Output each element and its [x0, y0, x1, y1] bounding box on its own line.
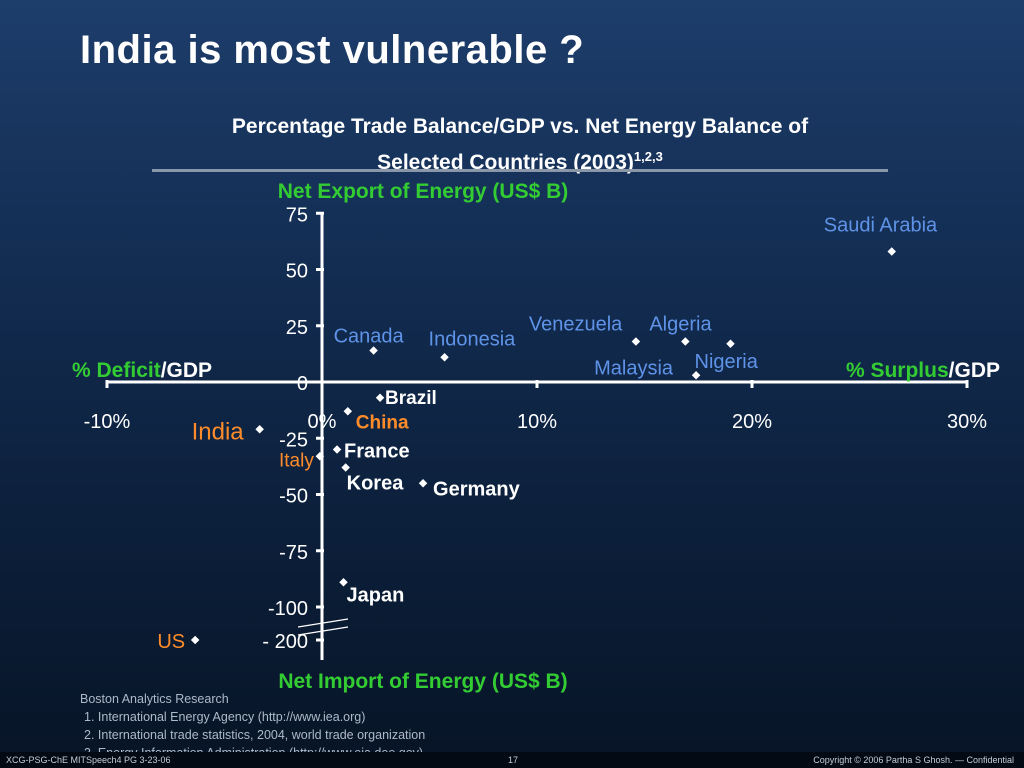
title-divider — [152, 169, 888, 172]
chart-title-superscript: 1,2,3 — [633, 149, 663, 164]
y-tick-label: 75 — [286, 204, 308, 226]
y-axis-label-top: Net Export of Energy (US$ B) — [278, 180, 569, 203]
point-venezuela — [631, 337, 641, 346]
point-algeria — [681, 337, 690, 346]
point-canada — [369, 346, 378, 355]
point-korea — [341, 463, 350, 472]
slide-title: India is most vulnerable ? — [80, 28, 585, 72]
point-label-nigeria: Nigeria — [695, 351, 759, 373]
footer-page-number: 17 — [508, 755, 519, 765]
point-us — [190, 635, 200, 645]
x-tick-label: 0% — [308, 411, 337, 433]
y-tick-label: -100 — [268, 598, 308, 620]
x-tick-label: 10% — [517, 411, 557, 433]
point-label-japan: Japan — [347, 584, 405, 606]
y-tick-label: - 200 — [262, 631, 308, 653]
point-germany — [418, 479, 428, 488]
point-china — [343, 407, 353, 416]
x-tick-label: 30% — [947, 411, 987, 433]
point-malaysia — [691, 371, 701, 380]
footer-doc-id: XCG-PSG-ChE MITSpeech4 PG 3-23-06 — [6, 755, 171, 765]
y-tick-label: 50 — [286, 261, 308, 283]
point-label-brazil: Brazil — [385, 388, 437, 409]
x-axis-label-right: % Surplus/GDP — [846, 359, 1000, 382]
chart-title-line1: Percentage Trade Balance/GDP vs. Net Ene… — [231, 115, 809, 138]
point-india — [255, 425, 264, 434]
point-italy — [315, 452, 325, 461]
axis-break-mark — [297, 618, 349, 628]
point-label-china: China — [356, 412, 409, 433]
x-tick-label: 20% — [732, 411, 772, 433]
point-label-indonesia: Indonesia — [429, 328, 517, 350]
point-label-india: India — [192, 418, 245, 445]
x-axis-label-left: % Deficit/GDP — [72, 359, 212, 382]
y-tick-label: 25 — [286, 317, 308, 339]
point-label-algeria: Algeria — [649, 314, 712, 336]
point-france — [332, 445, 342, 454]
footer-bar: XCG-PSG-ChE MITSpeech4 PG 3-23-06 17 Cop… — [0, 752, 1024, 768]
point-brazil — [375, 393, 385, 402]
y-axis-label-bottom: Net Import of Energy (US$ B) — [278, 670, 567, 693]
y-tick-label: -75 — [279, 542, 308, 564]
point-label-venezuela: Venezuela — [529, 314, 623, 336]
y-tick-label: 0 — [297, 373, 308, 395]
point-label-us: US — [157, 631, 185, 653]
point-japan — [339, 578, 348, 587]
point-label-canada: Canada — [334, 326, 405, 348]
point-indonesia — [440, 353, 449, 362]
axis-break-mark — [297, 626, 349, 636]
point-label-france: France — [344, 441, 410, 463]
point-label-korea: Korea — [347, 473, 405, 495]
footnote-source: Boston Analytics Research — [80, 692, 229, 706]
chart-title: Percentage Trade Balance/GDP vs. Net Ene… — [150, 112, 890, 178]
x-tick-label: -10% — [84, 411, 131, 433]
point-saudi-arabia — [887, 247, 896, 256]
footer-copyright: Copyright © 2006 Partha S Ghosh. — Confi… — [813, 755, 1014, 765]
point-label-italy: Italy — [279, 450, 314, 471]
chart-title-line2: Selected Countries (2003) — [377, 151, 634, 174]
point-label-malaysia: Malaysia — [594, 357, 674, 379]
footnote-ref-2: 2. International trade statistics, 2004,… — [84, 728, 426, 742]
point-label-germany: Germany — [433, 478, 521, 500]
point-label-saudi-arabia: Saudi Arabia — [824, 215, 938, 237]
y-tick-label: -50 — [279, 486, 308, 508]
point-nigeria — [726, 339, 735, 348]
footnote-ref-1: 1. International Energy Agency (http://w… — [84, 710, 366, 724]
y-tick-label: -25 — [279, 429, 308, 451]
